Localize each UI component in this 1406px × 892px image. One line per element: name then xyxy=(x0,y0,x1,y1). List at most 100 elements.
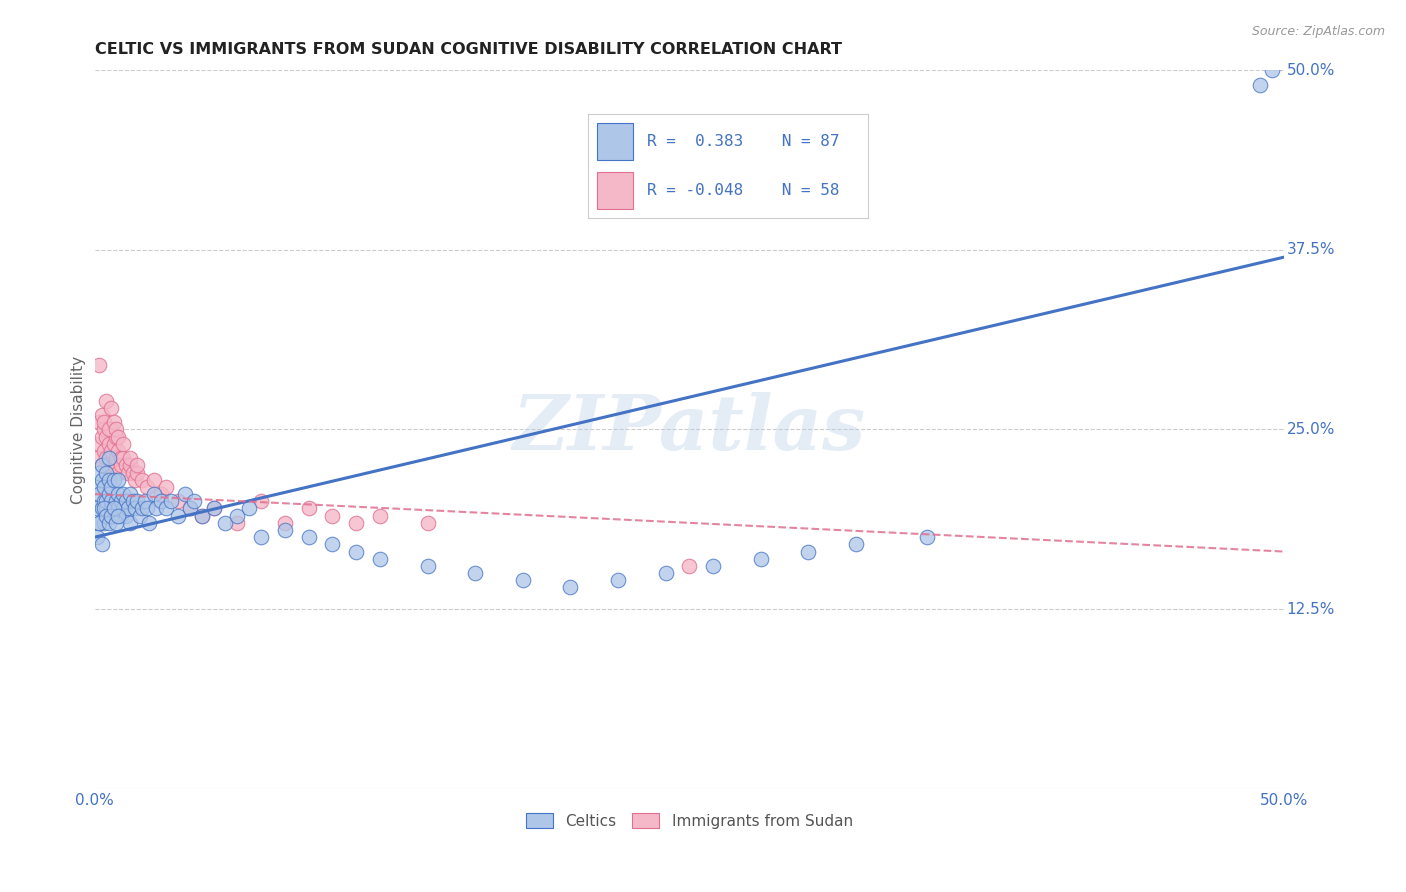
Point xyxy=(179,501,201,516)
Point xyxy=(678,558,700,573)
Point xyxy=(104,422,127,436)
Point xyxy=(107,487,129,501)
Point xyxy=(97,466,120,480)
Point xyxy=(93,516,115,530)
Point xyxy=(86,480,108,494)
Point xyxy=(96,430,118,444)
Point xyxy=(845,537,868,551)
Point xyxy=(250,530,273,544)
Point xyxy=(100,444,122,458)
Point xyxy=(416,516,439,530)
Point xyxy=(226,508,249,523)
Point xyxy=(117,466,139,480)
Point xyxy=(103,415,125,429)
Point xyxy=(90,458,112,473)
Point xyxy=(104,508,127,523)
Point xyxy=(100,480,122,494)
Point xyxy=(127,466,149,480)
Point xyxy=(90,408,112,422)
Point xyxy=(107,508,129,523)
Point xyxy=(117,501,139,516)
Text: 50.0%: 50.0% xyxy=(1286,63,1334,78)
Point xyxy=(344,516,367,530)
Point xyxy=(97,473,120,487)
Point xyxy=(97,487,120,501)
Point xyxy=(90,537,112,551)
Point xyxy=(90,473,112,487)
Point xyxy=(100,401,122,415)
Point xyxy=(114,508,136,523)
Point xyxy=(103,473,125,487)
Point xyxy=(368,508,391,523)
Legend: Celtics, Immigrants from Sudan: Celtics, Immigrants from Sudan xyxy=(520,807,859,835)
Point xyxy=(104,430,127,444)
Point xyxy=(104,516,127,530)
Text: CELTIC VS IMMIGRANTS FROM SUDAN COGNITIVE DISABILITY CORRELATION CHART: CELTIC VS IMMIGRANTS FROM SUDAN COGNITIV… xyxy=(94,42,842,57)
Point xyxy=(93,415,115,429)
Point xyxy=(110,494,132,508)
Point xyxy=(135,480,157,494)
Point xyxy=(104,494,127,508)
Point xyxy=(183,494,205,508)
Y-axis label: Cognitive Disability: Cognitive Disability xyxy=(72,355,86,504)
Point xyxy=(93,501,115,516)
Point xyxy=(416,558,439,573)
Point xyxy=(127,494,149,508)
Point xyxy=(100,494,122,508)
Point xyxy=(321,508,343,523)
Point xyxy=(86,451,108,466)
Point xyxy=(797,544,820,558)
Point xyxy=(166,494,188,508)
Point xyxy=(131,501,153,516)
Point xyxy=(702,558,724,573)
Point xyxy=(93,480,115,494)
Point xyxy=(103,501,125,516)
Point xyxy=(97,516,120,530)
Point xyxy=(107,473,129,487)
Point xyxy=(274,516,297,530)
Point xyxy=(166,508,188,523)
Point xyxy=(89,516,111,530)
Point xyxy=(143,487,166,501)
Point xyxy=(150,494,173,508)
Point xyxy=(120,487,142,501)
Text: 12.5%: 12.5% xyxy=(1286,601,1334,616)
Point xyxy=(120,516,142,530)
Point xyxy=(121,466,143,480)
Point xyxy=(214,516,236,530)
Point xyxy=(134,494,156,508)
Point xyxy=(93,444,115,458)
Point xyxy=(103,437,125,451)
Point xyxy=(138,516,160,530)
Point xyxy=(89,487,111,501)
Point xyxy=(124,501,146,516)
Point xyxy=(90,458,112,473)
Text: Source: ZipAtlas.com: Source: ZipAtlas.com xyxy=(1251,25,1385,38)
Point xyxy=(190,508,212,523)
Point xyxy=(321,537,343,551)
Point xyxy=(202,501,225,516)
Point xyxy=(145,501,167,516)
Point xyxy=(654,566,676,580)
Point xyxy=(120,451,142,466)
Point xyxy=(100,422,122,436)
Point xyxy=(368,551,391,566)
Point xyxy=(89,437,111,451)
Point xyxy=(107,501,129,516)
Point xyxy=(155,480,177,494)
Point xyxy=(274,523,297,537)
Point xyxy=(96,451,118,466)
Point xyxy=(86,530,108,544)
Point xyxy=(159,494,181,508)
Point xyxy=(464,566,486,580)
Point xyxy=(112,437,135,451)
Point xyxy=(97,451,120,466)
Point xyxy=(749,551,772,566)
Point xyxy=(150,487,173,501)
Point xyxy=(90,430,112,444)
Point xyxy=(107,466,129,480)
Point xyxy=(135,501,157,516)
Point xyxy=(226,516,249,530)
Point xyxy=(104,451,127,466)
Point xyxy=(155,501,177,516)
